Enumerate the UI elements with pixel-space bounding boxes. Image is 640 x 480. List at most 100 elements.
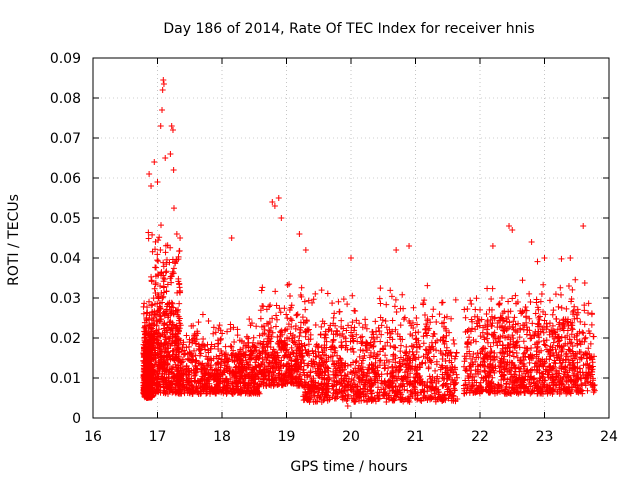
data-point — [214, 360, 221, 367]
data-point — [506, 223, 513, 229]
data-point — [155, 258, 162, 265]
data-point — [191, 338, 198, 345]
y-tick-label: 0.01 — [50, 371, 81, 387]
data-point — [153, 322, 160, 329]
data-point — [175, 328, 182, 335]
data-point — [207, 345, 214, 352]
data-point — [540, 281, 547, 288]
data-point — [176, 317, 183, 324]
x-tick-label: 19 — [278, 429, 296, 445]
data-point — [201, 365, 208, 372]
data-point — [211, 343, 218, 350]
data-point — [151, 308, 158, 315]
data-point — [216, 352, 223, 359]
data-point — [149, 248, 156, 255]
data-point — [198, 366, 205, 373]
data-point — [246, 316, 253, 323]
data-point — [259, 284, 266, 291]
data-point — [257, 307, 264, 314]
data-point — [180, 351, 187, 358]
data-point — [557, 291, 564, 298]
data-point — [229, 380, 236, 387]
data-point — [150, 390, 157, 397]
data-point — [579, 329, 586, 336]
data-point — [312, 290, 319, 297]
data-point — [149, 231, 156, 238]
data-point — [210, 324, 217, 331]
data-point — [352, 307, 359, 314]
data-point — [190, 356, 197, 363]
data-point — [294, 311, 301, 318]
data-point — [144, 359, 151, 366]
data-point — [205, 349, 212, 356]
data-point — [166, 303, 173, 310]
data-point — [167, 307, 174, 314]
data-point — [159, 299, 166, 306]
data-point — [276, 305, 283, 312]
data-point — [286, 281, 293, 288]
data-point — [222, 343, 229, 350]
data-point — [397, 342, 404, 349]
data-point — [436, 311, 443, 318]
y-tick-label: 0.02 — [50, 331, 81, 347]
data-point — [169, 331, 176, 338]
data-point — [196, 352, 203, 359]
data-point — [189, 386, 196, 393]
data-point — [433, 318, 440, 325]
data-point — [255, 355, 262, 362]
data-point — [510, 353, 517, 360]
data-point — [183, 363, 190, 370]
data-point — [415, 329, 422, 336]
data-point — [528, 344, 535, 351]
data-point — [160, 278, 167, 285]
data-point — [145, 235, 152, 242]
data-point — [461, 306, 468, 313]
data-point — [245, 372, 252, 379]
data-point — [166, 374, 173, 381]
data-point — [168, 279, 175, 286]
data-point — [252, 344, 259, 351]
data-point — [180, 339, 187, 346]
data-point — [408, 342, 415, 349]
data-point — [222, 350, 229, 357]
data-point — [170, 167, 177, 173]
data-point — [152, 281, 159, 288]
data-point — [160, 375, 167, 382]
data-point — [221, 377, 228, 384]
data-point — [348, 255, 354, 261]
data-point — [148, 315, 155, 322]
data-point — [191, 331, 198, 338]
data-point — [253, 323, 260, 330]
data-point — [538, 291, 545, 298]
data-point — [424, 282, 431, 289]
data-point — [199, 311, 206, 318]
data-point — [221, 369, 228, 376]
data-point — [217, 337, 224, 344]
data-point — [389, 317, 396, 324]
data-point — [387, 287, 394, 294]
data-point — [403, 343, 410, 350]
data-point — [161, 388, 168, 395]
data-point — [505, 298, 512, 305]
data-point — [336, 308, 343, 315]
data-point — [155, 383, 162, 390]
data-point — [257, 315, 264, 322]
data-point — [178, 390, 185, 397]
data-point — [155, 293, 162, 300]
data-point — [254, 383, 261, 390]
chart-title: Day 186 of 2014, Rate Of TEC Index for r… — [163, 21, 534, 37]
data-point — [146, 298, 153, 305]
data-point — [163, 256, 170, 263]
data-point — [495, 301, 502, 308]
data-point — [363, 325, 370, 332]
data-point — [186, 343, 193, 350]
data-point — [153, 352, 160, 359]
data-point — [377, 300, 384, 307]
data-point — [154, 257, 161, 264]
data-point — [185, 379, 192, 386]
data-point — [230, 347, 237, 354]
data-point — [185, 371, 192, 378]
data-point — [330, 314, 337, 321]
data-point — [210, 355, 217, 362]
data-point — [296, 333, 303, 340]
